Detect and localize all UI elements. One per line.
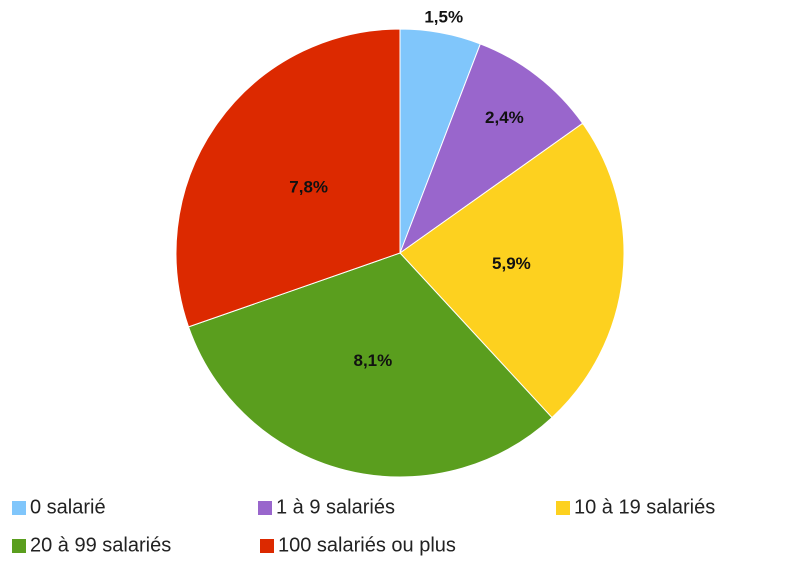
legend-label: 0 salarié — [30, 496, 106, 518]
legend-swatch — [12, 501, 26, 515]
legend-label: 20 à 99 salariés — [30, 534, 171, 556]
legend-swatch — [12, 539, 26, 553]
data-label: 7,8% — [289, 178, 328, 197]
pie-slice — [175, 28, 401, 328]
data-label: 8,1% — [354, 351, 393, 370]
legend-label: 100 salariés ou plus — [278, 534, 456, 556]
data-label: 1,5% — [424, 7, 463, 26]
data-label: 5,9% — [492, 254, 531, 273]
data-label: 2,4% — [485, 108, 524, 127]
legend-label: 1 à 9 salariés — [276, 496, 395, 518]
pie-slice — [399, 122, 625, 419]
pie-slice — [187, 252, 553, 478]
legend-swatch — [556, 501, 570, 515]
legend-label: 10 à 19 salariés — [574, 496, 715, 518]
pie-slice — [398, 43, 584, 255]
legend-swatch — [260, 539, 274, 553]
legend-swatch — [258, 501, 272, 515]
